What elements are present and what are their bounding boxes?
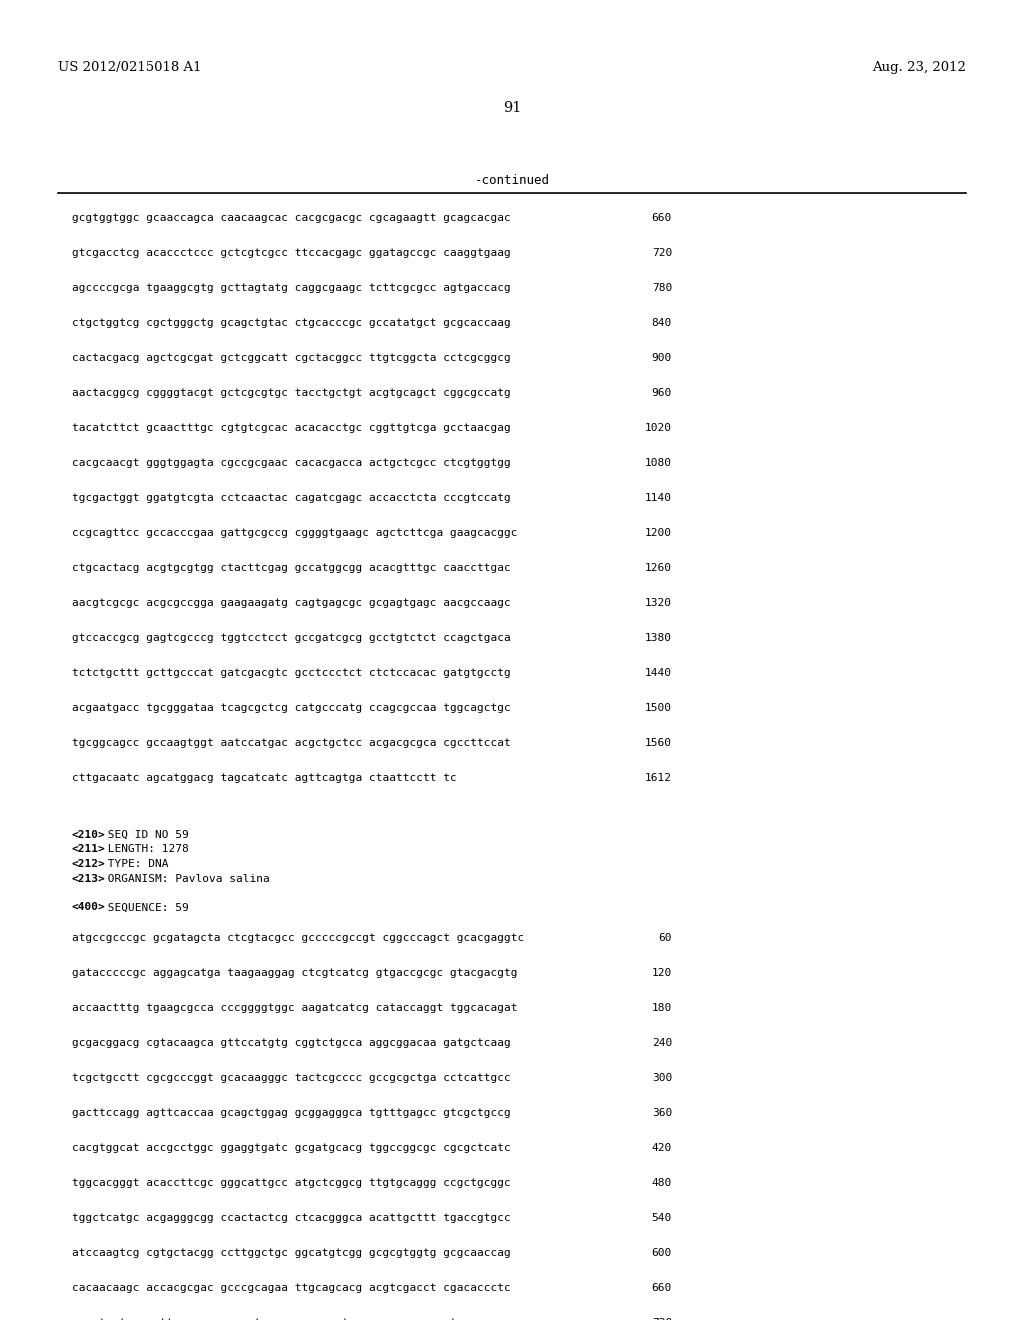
Text: <212>: <212> [72, 859, 105, 869]
Text: <400>: <400> [72, 903, 105, 912]
Text: 1380: 1380 [645, 634, 672, 643]
Text: 720: 720 [651, 248, 672, 257]
Text: tgcgactggt ggatgtcgta cctcaactac cagatcgagc accacctcta cccgtccatg: tgcgactggt ggatgtcgta cctcaactac cagatcg… [72, 492, 511, 503]
Text: LENGTH: 1278: LENGTH: 1278 [100, 845, 188, 854]
Text: <211>: <211> [72, 845, 105, 854]
Text: 540: 540 [651, 1213, 672, 1224]
Text: US 2012/0215018 A1: US 2012/0215018 A1 [58, 62, 202, 74]
Text: cacaacaagc accacgcgac gcccgcagaa ttgcagcacg acgtcgacct cgacaccctc: cacaacaagc accacgcgac gcccgcagaa ttgcagc… [72, 1283, 511, 1294]
Text: 600: 600 [651, 1247, 672, 1258]
Text: 660: 660 [651, 1283, 672, 1294]
Text: ctgctggtcg cgctgggctg gcagctgtac ctgcacccgc gccatatgct gcgcaccaag: ctgctggtcg cgctgggctg gcagctgtac ctgcacc… [72, 318, 511, 327]
Text: gcgtggtggc gcaaccagca caacaagcac cacgcgacgc cgcagaagtt gcagcacgac: gcgtggtggc gcaaccagca caacaagcac cacgcga… [72, 213, 511, 223]
Text: tggcacgggt acaccttcgc gggcattgcc atgctcggcg ttgtgcaggg ccgctgcggc: tggcacgggt acaccttcgc gggcattgcc atgctcg… [72, 1177, 511, 1188]
Text: 1080: 1080 [645, 458, 672, 469]
Text: acgaatgacc tgcgggataa tcagcgctcg catgcccatg ccagcgccaa tggcagctgc: acgaatgacc tgcgggataa tcagcgctcg catgccc… [72, 704, 511, 713]
Text: 1500: 1500 [645, 704, 672, 713]
Text: 480: 480 [651, 1177, 672, 1188]
Text: 900: 900 [651, 352, 672, 363]
Text: 360: 360 [651, 1107, 672, 1118]
Text: TYPE: DNA: TYPE: DNA [100, 859, 168, 869]
Text: Aug. 23, 2012: Aug. 23, 2012 [872, 62, 966, 74]
Text: tgcggcagcc gccaagtggt aatccatgac acgctgctcc acgacgcgca cgccttccat: tgcggcagcc gccaagtggt aatccatgac acgctgc… [72, 738, 511, 748]
Text: ccgcagttcc gccacccgaa gattgcgccg cggggtgaagc agctcttcga gaagcacggc: ccgcagttcc gccacccgaa gattgcgccg cggggtg… [72, 528, 517, 539]
Text: cacgcaacgt gggtggagta cgccgcgaac cacacgacca actgctcgcc ctcgtggtgg: cacgcaacgt gggtggagta cgccgcgaac cacacga… [72, 458, 511, 469]
Text: 720: 720 [651, 1317, 672, 1320]
Text: ORGANISM: Pavlova salina: ORGANISM: Pavlova salina [100, 874, 269, 883]
Text: atccaagtcg cgtgctacgg ccttggctgc ggcatgtcgg gcgcgtggtg gcgcaaccag: atccaagtcg cgtgctacgg ccttggctgc ggcatgt… [72, 1247, 511, 1258]
Text: ctgcactacg acgtgcgtgg ctacttcgag gccatggcgg acacgtttgc caaccttgac: ctgcactacg acgtgcgtgg ctacttcgag gccatgg… [72, 564, 511, 573]
Text: 240: 240 [651, 1038, 672, 1048]
Text: atgccgcccgc gcgatagcta ctcgtacgcc gcccccgccgt cggcccagct gcacgaggtc: atgccgcccgc gcgatagcta ctcgtacgcc gccccc… [72, 933, 524, 942]
Text: 300: 300 [651, 1073, 672, 1082]
Text: 960: 960 [651, 388, 672, 399]
Text: SEQUENCE: 59: SEQUENCE: 59 [100, 903, 188, 912]
Text: tacatcttct gcaactttgc cgtgtcgcac acacacctgc cggttgtcga gcctaacgag: tacatcttct gcaactttgc cgtgtcgcac acacacc… [72, 422, 511, 433]
Text: 780: 780 [651, 282, 672, 293]
Text: 1612: 1612 [645, 774, 672, 783]
Text: SEQ ID NO 59: SEQ ID NO 59 [100, 830, 188, 840]
Text: gcgacggacg cgtacaagca gttccatgtg cggtctgcca aggcggacaa gatgctcaag: gcgacggacg cgtacaagca gttccatgtg cggtctg… [72, 1038, 511, 1048]
Text: 1200: 1200 [645, 528, 672, 539]
Text: 91: 91 [503, 102, 521, 115]
Text: tggctcatgc acgagggcgg ccactactcg ctcacgggca acattgcttt tgaccgtgcc: tggctcatgc acgagggcgg ccactactcg ctcacgg… [72, 1213, 511, 1224]
Text: cttgacaatc agcatggacg tagcatcatc agttcagtga ctaattcctt tc: cttgacaatc agcatggacg tagcatcatc agttcag… [72, 774, 457, 783]
Text: 420: 420 [651, 1143, 672, 1152]
Text: 1320: 1320 [645, 598, 672, 609]
Text: 180: 180 [651, 1003, 672, 1012]
Text: aacgtcgcgc acgcgccgga gaagaagatg cagtgagcgc gcgagtgagc aacgccaagc: aacgtcgcgc acgcgccgga gaagaagatg cagtgag… [72, 598, 511, 609]
Text: 1440: 1440 [645, 668, 672, 678]
Text: agccccgcga tgaaggcgtg gcttagtatg caggcgaagc tcttcgcgcc agtgaccacg: agccccgcga tgaaggcgtg gcttagtatg caggcga… [72, 282, 511, 293]
Text: ccgctcgtcg ccttccacga gcggatagcc gcaaaggtga gagccccgc gatgaaggcg: ccgctcgtcg ccttccacga gcggatagcc gcaaagg… [72, 1317, 504, 1320]
Text: 660: 660 [651, 213, 672, 223]
Text: gtcgacctcg acaccctccc gctcgtcgcc ttccacgagc ggatagccgc caaggtgaag: gtcgacctcg acaccctccc gctcgtcgcc ttccacg… [72, 248, 511, 257]
Text: 1020: 1020 [645, 422, 672, 433]
Text: tcgctgcctt cgcgcccggt gcacaagggc tactcgcccc gccgcgctga cctcattgcc: tcgctgcctt cgcgcccggt gcacaagggc tactcgc… [72, 1073, 511, 1082]
Text: 840: 840 [651, 318, 672, 327]
Text: cactacgacg agctcgcgat gctcggcatt cgctacggcc ttgtcggcta cctcgcggcg: cactacgacg agctcgcgat gctcggcatt cgctacg… [72, 352, 511, 363]
Text: 1260: 1260 [645, 564, 672, 573]
Text: gtccaccgcg gagtcgcccg tggtcctcct gccgatcgcg gcctgtctct ccagctgaca: gtccaccgcg gagtcgcccg tggtcctcct gccgatc… [72, 634, 511, 643]
Text: -continued: -continued [474, 173, 550, 186]
Text: <213>: <213> [72, 874, 105, 883]
Text: gatacccccgc aggagcatga taagaaggag ctcgtcatcg gtgaccgcgc gtacgacgtg: gatacccccgc aggagcatga taagaaggag ctcgtc… [72, 968, 517, 978]
Text: aactacggcg cggggtacgt gctcgcgtgc tacctgctgt acgtgcagct cggcgccatg: aactacggcg cggggtacgt gctcgcgtgc tacctgc… [72, 388, 511, 399]
Text: 120: 120 [651, 968, 672, 978]
Text: tctctgcttt gcttgcccat gatcgacgtc gcctccctct ctctccacac gatgtgcctg: tctctgcttt gcttgcccat gatcgacgtc gcctccc… [72, 668, 511, 678]
Text: gacttccagg agttcaccaa gcagctggag gcggagggca tgtttgagcc gtcgctgccg: gacttccagg agttcaccaa gcagctggag gcggagg… [72, 1107, 511, 1118]
Text: cacgtggcat accgcctggc ggaggtgatc gcgatgcacg tggccggcgc cgcgctcatc: cacgtggcat accgcctggc ggaggtgatc gcgatgc… [72, 1143, 511, 1152]
Text: accaactttg tgaagcgcca cccggggtggc aagatcatcg cataccaggt tggcacagat: accaactttg tgaagcgcca cccggggtggc aagatc… [72, 1003, 517, 1012]
Text: 60: 60 [658, 933, 672, 942]
Text: 1560: 1560 [645, 738, 672, 748]
Text: 1140: 1140 [645, 492, 672, 503]
Text: <210>: <210> [72, 830, 105, 840]
